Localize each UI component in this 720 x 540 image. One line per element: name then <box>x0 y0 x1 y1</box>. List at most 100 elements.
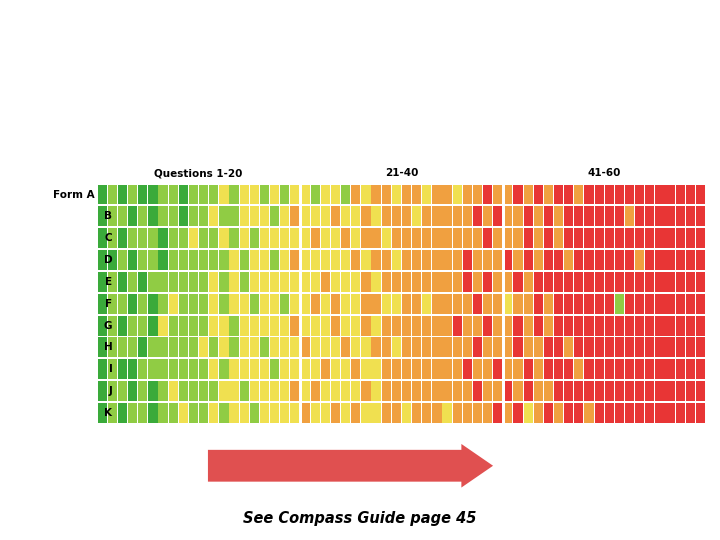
Bar <box>645 272 654 292</box>
Bar <box>98 185 107 205</box>
Bar <box>585 359 593 379</box>
Bar <box>685 228 695 248</box>
Bar <box>189 381 198 401</box>
Bar <box>290 338 300 357</box>
Bar <box>290 206 300 226</box>
Bar <box>463 381 472 401</box>
Bar <box>98 294 107 314</box>
Bar <box>685 294 695 314</box>
Bar <box>665 338 675 357</box>
Bar <box>220 250 228 270</box>
Bar <box>138 185 148 205</box>
Bar <box>453 294 462 314</box>
Bar <box>493 206 503 226</box>
Bar <box>260 250 269 270</box>
Bar <box>665 272 675 292</box>
Bar <box>412 250 421 270</box>
Bar <box>523 185 533 205</box>
Bar <box>210 294 218 314</box>
Bar <box>585 338 593 357</box>
Bar <box>432 338 441 357</box>
Bar <box>605 206 614 226</box>
Bar <box>351 206 361 226</box>
Bar <box>189 250 198 270</box>
Bar <box>453 250 462 270</box>
Bar <box>189 338 198 357</box>
Bar <box>210 228 218 248</box>
Bar <box>179 206 188 226</box>
Bar <box>422 185 431 205</box>
Bar <box>118 381 127 401</box>
Bar <box>382 250 391 270</box>
Bar <box>310 381 320 401</box>
Bar <box>392 228 401 248</box>
Bar <box>392 185 401 205</box>
Bar <box>220 294 228 314</box>
Bar <box>554 206 563 226</box>
Bar <box>230 206 239 226</box>
Bar <box>158 403 168 423</box>
Bar <box>432 228 441 248</box>
Bar <box>412 185 421 205</box>
Bar <box>341 228 350 248</box>
Bar <box>168 272 178 292</box>
Bar <box>605 228 614 248</box>
Bar <box>665 250 675 270</box>
Bar <box>625 272 634 292</box>
Bar <box>220 228 228 248</box>
Bar <box>199 403 208 423</box>
Bar <box>675 294 685 314</box>
Bar <box>665 359 675 379</box>
Bar <box>300 272 310 292</box>
Bar <box>635 381 644 401</box>
Bar <box>615 338 624 357</box>
Bar <box>575 206 583 226</box>
Bar <box>534 206 543 226</box>
Text: C: C <box>105 233 112 243</box>
Bar <box>310 228 320 248</box>
Bar <box>270 381 279 401</box>
Bar <box>128 206 138 226</box>
Bar <box>523 338 533 357</box>
Bar <box>665 381 675 401</box>
Text: I: I <box>109 364 112 374</box>
Bar <box>310 338 320 357</box>
Bar <box>685 338 695 357</box>
Bar <box>341 359 350 379</box>
Bar <box>503 185 513 205</box>
Bar <box>575 338 583 357</box>
Bar <box>361 359 371 379</box>
Bar <box>534 185 543 205</box>
Bar <box>453 381 462 401</box>
Bar <box>148 294 158 314</box>
Bar <box>442 185 451 205</box>
Bar <box>138 359 148 379</box>
Bar <box>250 206 259 226</box>
Bar <box>108 359 117 379</box>
Bar <box>422 381 431 401</box>
Bar <box>625 316 634 335</box>
Bar <box>564 294 573 314</box>
Bar <box>230 185 239 205</box>
Bar <box>382 316 391 335</box>
Bar <box>280 403 289 423</box>
Bar <box>625 228 634 248</box>
Bar <box>230 381 239 401</box>
Bar <box>432 250 441 270</box>
Bar <box>280 316 289 335</box>
Bar <box>483 294 492 314</box>
Bar <box>179 294 188 314</box>
Bar <box>685 316 695 335</box>
Bar <box>250 250 259 270</box>
Bar <box>260 316 269 335</box>
Bar <box>280 338 289 357</box>
Bar <box>260 403 269 423</box>
Bar <box>645 338 654 357</box>
Bar <box>118 250 127 270</box>
Bar <box>696 294 705 314</box>
Bar <box>199 228 208 248</box>
Bar <box>179 272 188 292</box>
Bar <box>98 250 107 270</box>
Bar <box>199 272 208 292</box>
Bar <box>220 403 228 423</box>
